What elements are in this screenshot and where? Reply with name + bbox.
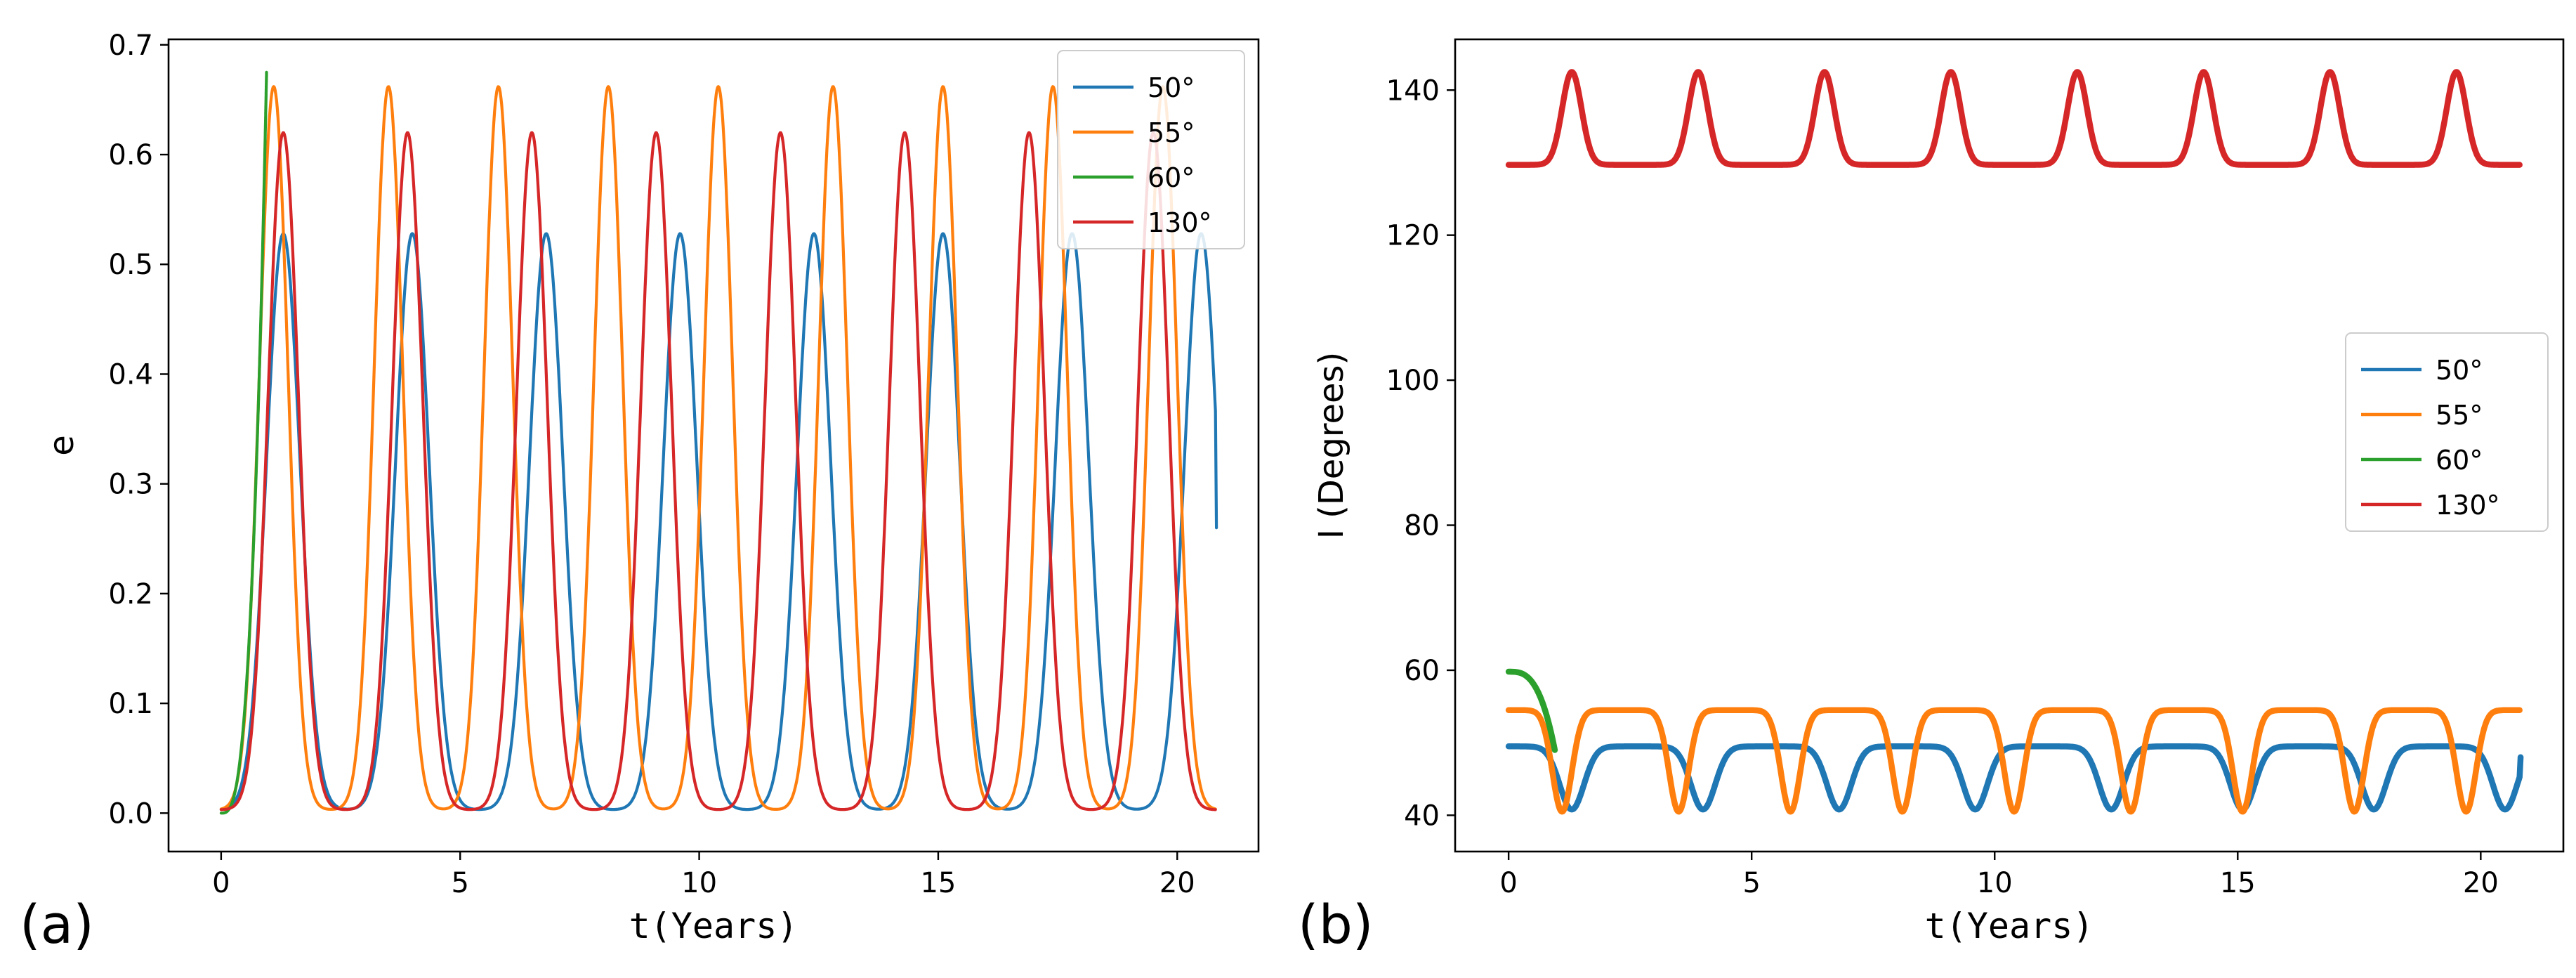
chart-a-legend: 50° 55° 60° 130° [1057,50,1245,249]
chart-a-frame [167,38,1260,853]
legend-label: 60° [1148,162,1195,193]
chart-a-ylabel: e [42,435,81,456]
panel-label-b: (b) [1298,893,1374,956]
panel-label-a: (a) [20,893,94,956]
series-line-130deg [1505,69,2523,168]
chart-b-series [1505,69,2524,815]
chart-b-frame [1454,38,2565,853]
y-tick-label: 0.4 [108,358,153,391]
chart-a-x-axis: 0 5 10 15 20 [212,852,1195,899]
y-tick-label: 140 [1386,74,1440,107]
chart-b-y-axis: 40 60 80 100 120 140 [1386,74,1455,832]
chart-a-y-axis: 0.0 0.1 0.2 0.3 0.4 0.5 0.6 0.7 [108,30,169,830]
legend-label: 60° [2436,445,2483,476]
y-tick-label: 0.5 [108,249,153,281]
y-tick-label: 0.0 [108,797,153,830]
y-tick-label: 100 [1386,365,1440,397]
chart-b-legend: 50° 55° 60° 130° [2345,332,2549,532]
legend-box [1057,50,1245,249]
x-tick-label: 5 [1742,867,1760,899]
x-tick-label: 10 [681,867,717,899]
legend-label: 55° [2436,400,2483,431]
series-line-60deg [1505,668,1558,753]
legend-label: 130° [1148,207,1212,238]
legend-label: 50° [1148,72,1195,103]
series-line-60deg [219,70,268,815]
x-tick-label: 20 [2463,867,2499,899]
y-tick-label: 0.1 [108,688,153,720]
series-line-55deg [219,85,1217,811]
legend-label: 130° [2436,490,2500,521]
y-tick-label: 80 [1404,510,1440,542]
legend-box [2345,332,2549,532]
x-tick-label: 0 [1499,867,1517,899]
x-tick-label: 10 [1977,867,2013,899]
chart-b-x-axis: 0 5 10 15 20 [1499,852,2499,899]
series-line-130deg [219,131,1217,811]
chart-b-ylabel: I (Degrees) [1312,352,1351,540]
x-tick-label: 15 [2220,867,2256,899]
x-tick-label: 0 [212,867,230,899]
chart-a-xlabel: t(Years) [629,906,799,946]
chart-a-series [219,70,1218,815]
y-tick-label: 120 [1386,220,1440,252]
y-tick-label: 0.3 [108,469,153,501]
series-line-55deg [1505,707,2523,815]
legend-label: 50° [2436,355,2483,386]
y-tick-label: 60 [1404,655,1440,687]
chart-b-xlabel: t(Years) [1925,906,2094,946]
y-tick-label: 40 [1404,800,1440,832]
x-tick-label: 5 [452,867,469,899]
x-tick-label: 15 [920,867,956,899]
series-line-50deg [1505,743,2524,813]
legend-label: 55° [1148,117,1195,148]
y-tick-label: 0.6 [108,139,153,171]
y-tick-label: 0.2 [108,578,153,611]
chart-a: 0 5 10 15 20 0.0 0.1 0.2 0.3 0.4 0.5 0.6 0.7 t(Year… [20,30,1260,956]
y-tick-label: 0.7 [108,30,153,62]
chart-b: 0 5 10 15 20 40 60 80 100 120 140 t(Years) I (Deg… [1298,38,2565,956]
x-tick-label: 20 [1159,867,1195,899]
